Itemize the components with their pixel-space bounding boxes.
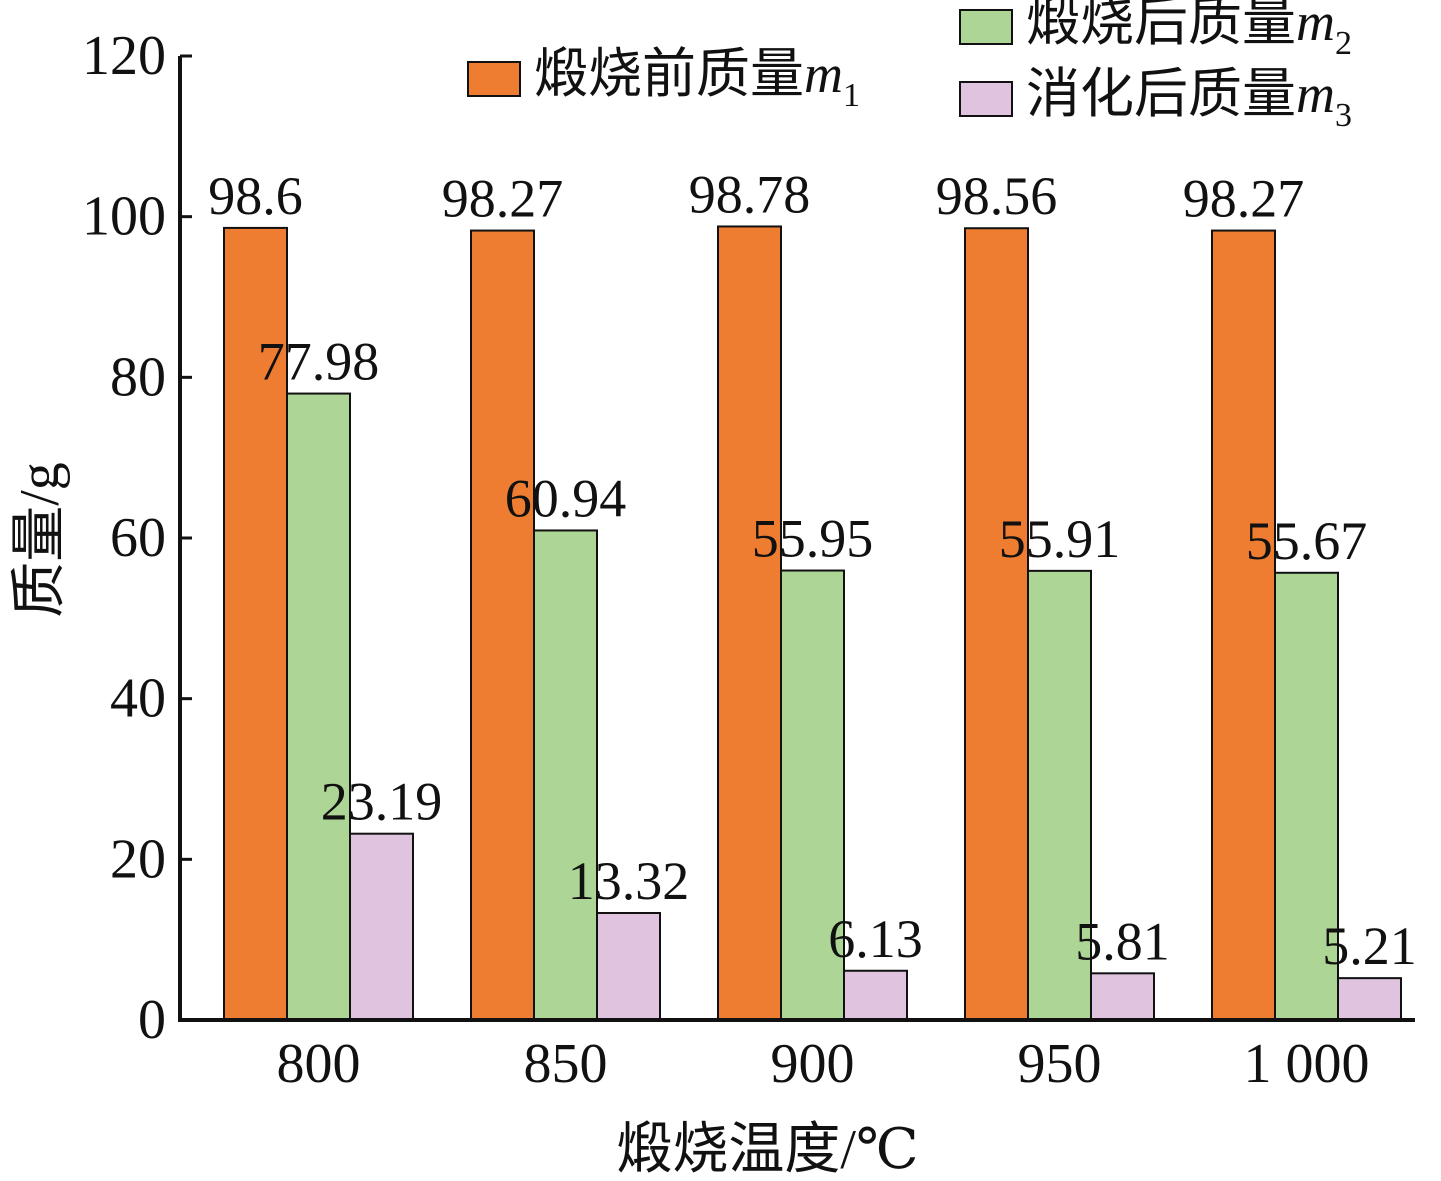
y-tick-label: 20: [110, 828, 166, 890]
y-ticks: 0 20 40 60 80 100 120: [82, 25, 192, 1051]
bar-3-5: [1337, 977, 1402, 1022]
bar-2-2: [533, 529, 598, 1021]
data-label: 55.91: [999, 509, 1121, 569]
data-label: 13.32: [568, 851, 690, 911]
x-tick-label: 1 000: [1244, 1033, 1370, 1095]
y-tick-label: 0: [138, 989, 166, 1051]
data-label: 55.95: [752, 509, 874, 569]
legend-swatch-3: [959, 81, 1013, 117]
legend-label-2: 煅烧后质量m2: [1026, 0, 1352, 62]
data-label: 5.21: [1322, 916, 1417, 976]
data-labels: 98.6 77.98 23.19 98.27 60.94 13.32 98.78 55.95 6…: [208, 164, 1417, 976]
x-tick-label: 850: [524, 1033, 608, 1095]
y-tick-label: 120: [82, 25, 166, 87]
legend-swatch-2: [959, 9, 1013, 45]
bar-2-5: [1274, 571, 1339, 1022]
bar-1-2: [470, 229, 535, 1021]
plot-bars: [223, 225, 1402, 1022]
x-axis-title: 煅烧温度/℃: [616, 1119, 918, 1181]
data-label: 23.19: [321, 772, 443, 832]
data-label: 60.94: [505, 468, 627, 528]
data-label: 6.13: [828, 909, 923, 969]
bar-1-3: [717, 225, 782, 1021]
bar-3-1: [349, 832, 414, 1021]
data-label: 98.78: [689, 164, 811, 224]
data-label: 98.6: [208, 166, 303, 226]
x-tick-label: 900: [771, 1033, 855, 1095]
y-axis-title: 质量/g: [9, 462, 71, 618]
legend-label-1: 煅烧前质量m1: [534, 44, 860, 114]
data-label: 98.56: [936, 166, 1058, 226]
legend-label-3: 消化后质量m3: [1026, 64, 1352, 134]
bar-3-4: [1090, 972, 1155, 1022]
data-label: 55.67: [1246, 511, 1368, 571]
bar-2-3: [780, 569, 845, 1021]
y-tick-label: 60: [110, 507, 166, 569]
y-tick-label: 100: [82, 186, 166, 248]
bar-1-5: [1211, 229, 1276, 1021]
bar-2-4: [1027, 569, 1092, 1021]
data-label: 77.98: [258, 332, 380, 392]
y-tick-label: 80: [110, 346, 166, 408]
bar-3-2: [596, 911, 661, 1021]
x-ticks: 800 850 900 950 1 000: [277, 1033, 1370, 1095]
bar-1-1: [223, 226, 288, 1021]
bar-1-4: [964, 227, 1029, 1021]
bar-3-3: [843, 969, 908, 1022]
legend-swatch-1: [467, 61, 521, 97]
data-label: 5.81: [1075, 911, 1170, 971]
x-tick-label: 950: [1018, 1033, 1102, 1095]
x-tick-label: 800: [277, 1033, 361, 1095]
y-tick-label: 40: [110, 668, 166, 730]
data-label: 98.27: [1183, 169, 1305, 229]
data-label: 98.27: [442, 169, 564, 229]
bar-2-1: [286, 392, 351, 1021]
